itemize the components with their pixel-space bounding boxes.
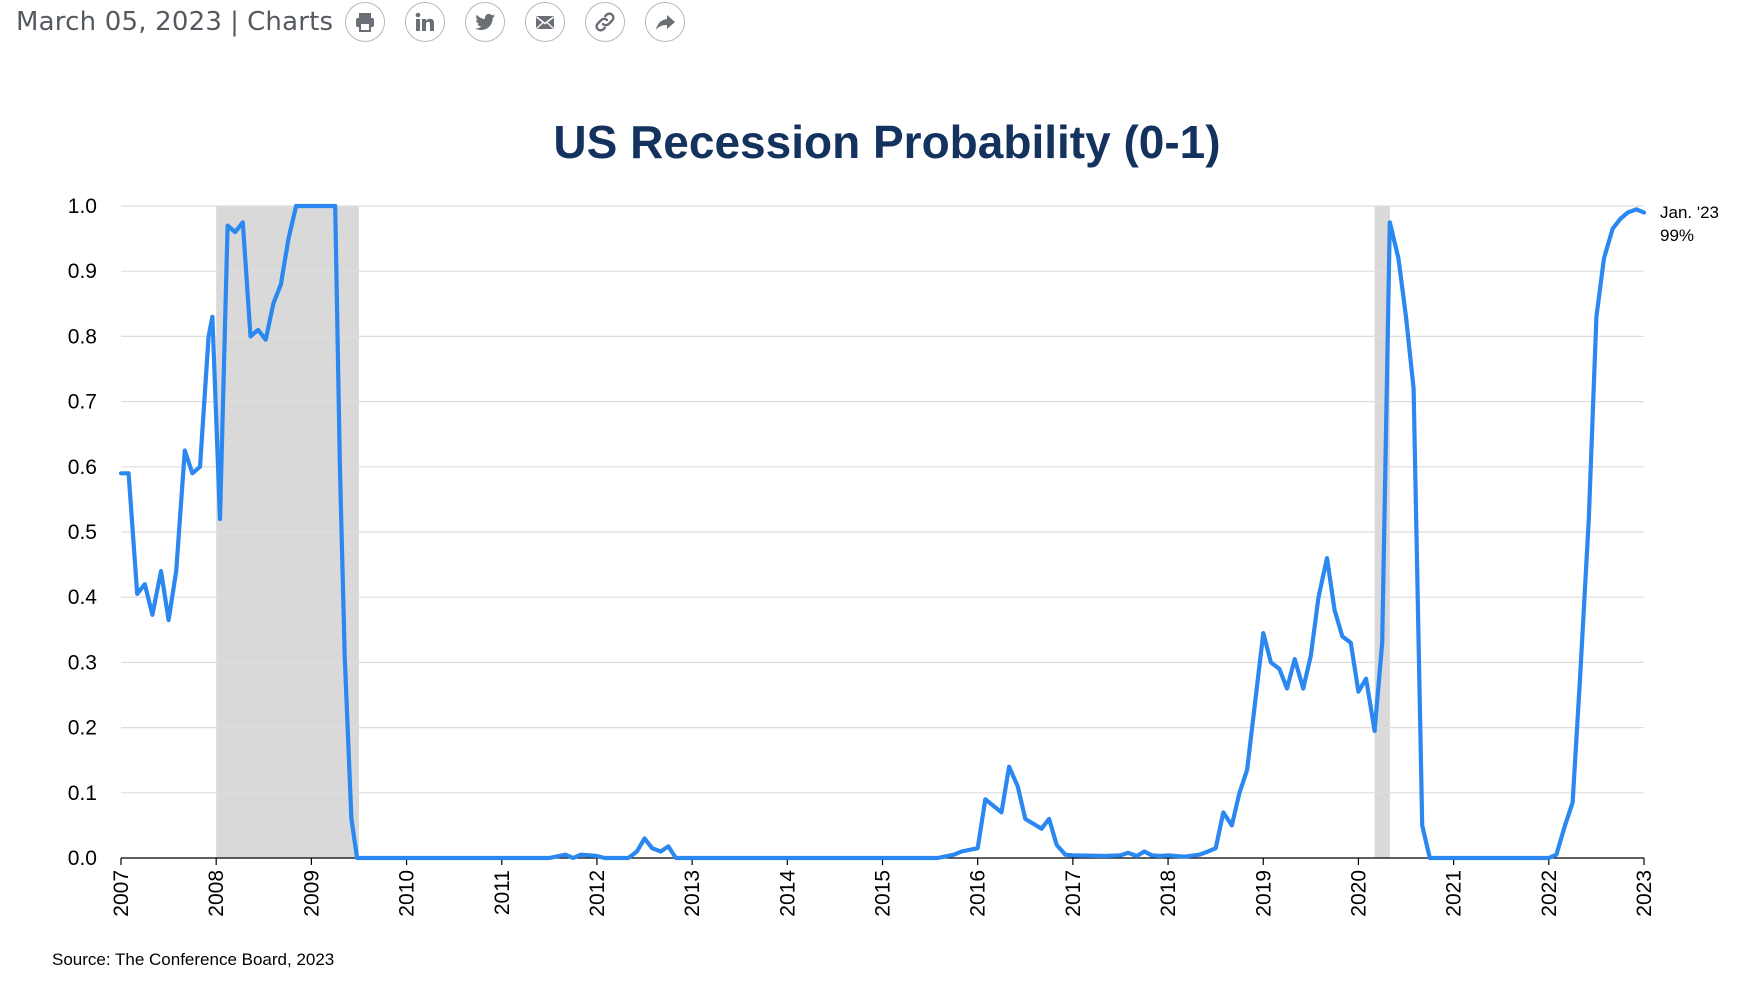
x-axis: 2007 2008 2009 2010 2011 2012 2013 2014 2015 2016…	[110, 857, 1656, 917]
y-tick-label: 0.4	[68, 586, 98, 609]
print-icon	[356, 13, 375, 32]
series-line-0	[118, 203, 1647, 861]
share-icon	[656, 15, 676, 30]
x-tick-label: 2018	[1157, 870, 1180, 917]
series-layer	[118, 203, 1647, 861]
x-tick-label: 2023	[1633, 870, 1656, 917]
share-toolbar	[345, 2, 705, 42]
meta-separator: |	[230, 7, 240, 37]
print-button[interactable]	[345, 2, 386, 42]
copy-link-button[interactable]	[585, 2, 626, 42]
y-tick-label: 0.5	[68, 521, 97, 544]
y-axis: 0.0 0.1 0.2 0.3 0.4 0.5 0.6 0.7 0.8 0.9 1.0	[68, 195, 98, 870]
x-tick-label: 2020	[1347, 870, 1370, 917]
annotation-date: Jan. '23	[1660, 203, 1719, 222]
linkedin-icon	[415, 12, 435, 31]
publish-date: March 05, 2023	[16, 7, 223, 37]
x-tick-label: 2015	[872, 870, 895, 917]
x-tick-label: 2012	[586, 870, 609, 917]
gridlines	[121, 205, 1644, 794]
y-tick-label: 0.8	[68, 325, 97, 348]
y-tick-label: 0.0	[68, 847, 97, 870]
annotation-value: 99%	[1660, 226, 1694, 245]
link-icon	[595, 12, 615, 32]
email-icon	[536, 16, 555, 29]
y-tick-label: 0.9	[68, 260, 97, 283]
x-tick-label: 2009	[300, 870, 323, 917]
x-tick-label: 2014	[776, 870, 799, 917]
email-button[interactable]	[525, 2, 566, 42]
x-tick-label: 2019	[1252, 870, 1275, 917]
y-tick-label: 0.2	[68, 717, 97, 740]
x-tick-label: 2016	[967, 870, 990, 917]
y-tick-label: 0.3	[68, 651, 97, 674]
x-tick-label: 2017	[1062, 870, 1085, 917]
x-tick-label: 2013	[681, 870, 704, 917]
share-button[interactable]	[645, 2, 686, 42]
x-tick-label: 2010	[396, 870, 419, 917]
chart-source: Source: The Conference Board, 2023	[52, 950, 334, 969]
article-meta-bar: March 05, 2023 | Charts	[16, 0, 705, 44]
y-tick-label: 1.0	[68, 195, 97, 218]
x-tick-label: 2011	[491, 870, 514, 915]
x-tick-label: 2022	[1538, 870, 1561, 917]
twitter-button[interactable]	[465, 2, 506, 42]
x-tick-label: 2007	[110, 870, 133, 917]
category-link[interactable]: Charts	[247, 7, 334, 37]
linkedin-button[interactable]	[405, 2, 446, 42]
y-tick-label: 0.1	[68, 782, 97, 805]
twitter-icon	[475, 13, 496, 31]
y-tick-label: 0.7	[68, 391, 97, 414]
x-tick-label: 2008	[205, 870, 228, 917]
x-tick-label: 2021	[1443, 870, 1466, 917]
chart-title: US Recession Probability (0-1)	[553, 116, 1220, 168]
y-tick-label: 0.6	[68, 456, 97, 479]
